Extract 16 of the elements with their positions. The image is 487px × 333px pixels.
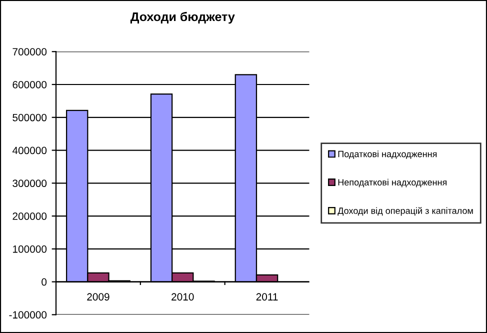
y-tick-label: 0 xyxy=(42,278,47,286)
y-tick-label: 300000 xyxy=(12,180,47,188)
y-tick-label: 700000 xyxy=(12,48,47,56)
y-tick-label: -100000 xyxy=(9,311,47,319)
chart-title: Доходи бюджету xyxy=(130,12,235,24)
y-tick-label: 400000 xyxy=(12,146,47,154)
x-tick-label: 2009 xyxy=(87,293,110,301)
x-tick-label: 2011 xyxy=(256,293,278,301)
legend-label: Податкові надходження xyxy=(338,150,437,159)
y-tick-label: 500000 xyxy=(12,114,47,122)
x-tick-label: 2010 xyxy=(172,293,194,301)
legend-label: Доходи від операцій з капіталом xyxy=(338,207,473,216)
y-tick-label: 600000 xyxy=(12,81,47,88)
y-tick-label: 100000 xyxy=(13,245,47,253)
y-tick-label: 200000 xyxy=(12,212,47,220)
legend-label: Неподаткові надходження xyxy=(338,178,447,188)
